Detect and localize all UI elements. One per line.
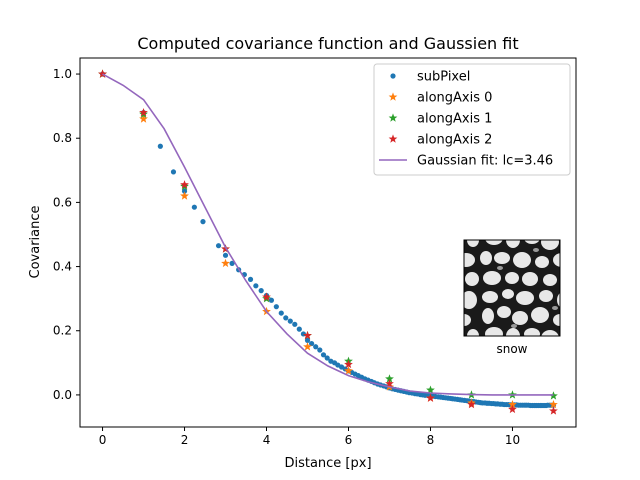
axes-frame (79, 57, 577, 428)
data-point (258, 288, 264, 294)
data-point (320, 352, 327, 358)
legend-label: alongAxis 2 (417, 133, 492, 148)
y-tick-label: 0.6 (53, 195, 72, 209)
data-point (181, 188, 188, 194)
x-axis-ticks: 0 2 4 6 8 10 (99, 427, 520, 447)
data-point (229, 260, 235, 266)
data-point-star (221, 258, 230, 268)
data-point (296, 326, 302, 332)
data-point-star (303, 330, 312, 340)
data-point-star (508, 399, 517, 409)
data-point (313, 344, 319, 350)
data-point (200, 219, 206, 225)
data-point (215, 243, 222, 249)
y-axis-ticks: 0.0 0.2 0.4 0.6 0.8 1.0 (53, 67, 80, 402)
series-gaussian-fit-lc-3-46 (102, 73, 554, 396)
legend-label: alongAxis 0 (417, 91, 492, 106)
data-point (268, 297, 275, 303)
data-point-star (139, 107, 148, 117)
legend-label: Gaussian fit: lc=3.46 (417, 154, 553, 169)
data-point-star (98, 69, 107, 78)
snow-microstructure-image (463, 239, 561, 337)
data-point-star (385, 374, 394, 383)
y-tick-label: 0.0 (53, 388, 72, 402)
x-tick-label: 8 (427, 433, 435, 447)
legend-label: subPixel (417, 70, 470, 85)
legend-label: alongAxis 1 (417, 112, 492, 127)
y-tick-label: 0.4 (53, 260, 72, 274)
data-point-star (262, 292, 271, 301)
data-point (222, 252, 229, 258)
data-point (283, 315, 289, 321)
y-axis-label: Covariance (28, 206, 43, 279)
fit-line (102, 73, 554, 396)
x-tick-label: 0 (99, 433, 107, 447)
inset-image: snow (463, 239, 561, 356)
data-point-star (549, 406, 558, 415)
legend-marker-dot (390, 73, 396, 79)
data-point-star (180, 191, 189, 200)
data-point (253, 283, 259, 289)
data-point (273, 304, 279, 310)
data-point (304, 337, 311, 343)
data-point-star (344, 366, 353, 375)
data-point (157, 143, 163, 149)
data-point-star (303, 342, 312, 351)
legend-marker-star (388, 92, 398, 101)
data-point-star (385, 379, 394, 388)
x-axis-label: Distance [px] (284, 456, 371, 471)
data-point-star (344, 359, 353, 369)
legend: subPixel alongAxis 0 alongAxis 1 alongAxis … (373, 63, 571, 176)
data-point-star (467, 399, 476, 409)
data-point (324, 355, 330, 361)
data-point-star (180, 180, 189, 189)
data-point-star (549, 399, 558, 409)
x-tick-label: 2 (181, 433, 189, 447)
series-alongaxis-2 (98, 69, 558, 415)
y-tick-label: 1.0 (53, 67, 72, 81)
y-tick-label: 0.2 (53, 324, 72, 338)
x-tick-label: 4 (263, 433, 271, 447)
data-point-star (549, 391, 558, 400)
x-tick-label: 6 (345, 433, 353, 447)
chart-title: Computed covariance function and Gaussie… (137, 34, 518, 53)
legend-box (373, 63, 571, 176)
data-point (170, 169, 177, 175)
legend-marker-star (388, 134, 398, 143)
data-point-star (508, 404, 517, 414)
data-point-star (426, 385, 435, 394)
data-point (287, 318, 293, 324)
data-point (317, 347, 323, 353)
data-point (247, 276, 254, 282)
inset-label: snow (496, 342, 527, 356)
legend-marker-star (388, 113, 398, 122)
data-point (278, 310, 284, 316)
plot-area (98, 69, 558, 415)
data-point (292, 321, 298, 327)
data-point-star (426, 393, 435, 402)
y-tick-label: 0.8 (53, 131, 72, 145)
data-point (191, 204, 197, 210)
data-point-star (139, 114, 148, 123)
x-tick-label: 10 (505, 433, 520, 447)
data-point (309, 340, 315, 347)
